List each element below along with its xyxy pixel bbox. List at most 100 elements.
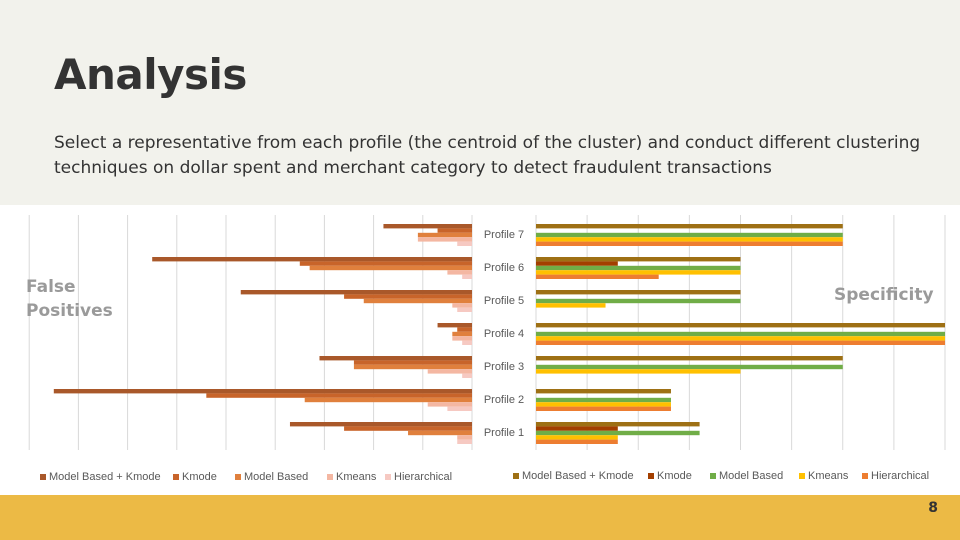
spec-bar [536, 439, 618, 444]
fp-bar [452, 303, 472, 308]
fp-legend-swatch [40, 474, 46, 480]
fp-bar [457, 439, 472, 444]
fp-bar [319, 356, 472, 361]
fp-legend-swatch [173, 474, 179, 480]
spec-legend-swatch [513, 473, 519, 479]
fp-bar [206, 393, 472, 398]
fp-bar [152, 257, 472, 262]
fp-bar [427, 369, 472, 374]
spec-bar [536, 356, 843, 361]
spec-bar [536, 224, 843, 229]
fp-bar [383, 224, 472, 229]
spec-bar [536, 241, 843, 246]
fp-bar [304, 397, 472, 403]
fp-bar [309, 265, 472, 271]
spec-bar [536, 364, 843, 370]
spec-legend-swatch [862, 473, 868, 479]
spec-legend-swatch [799, 473, 805, 479]
fp-bar [427, 402, 472, 407]
fp-bar [462, 340, 472, 345]
fp-bar [457, 241, 472, 246]
fp-legend-label: Model Based + Kmode [49, 471, 161, 483]
spec-bar [536, 340, 945, 345]
fp-bar [452, 331, 472, 337]
spec-legend-label: Hierarchical [871, 470, 929, 482]
spec-bar [536, 422, 700, 427]
spec-legend-label: Model Based [719, 470, 783, 482]
page-number: 8 [928, 500, 938, 516]
profile-label: Profile 2 [484, 394, 524, 406]
fp-legend-label: Kmeans [336, 471, 377, 483]
false-positives-label: False Positives [26, 277, 113, 321]
profile-label: Profile 3 [484, 361, 524, 373]
spec-legend-label: Kmode [657, 470, 692, 482]
fp-bar [417, 232, 472, 238]
spec-bar [536, 331, 945, 337]
fp-legend-swatch [235, 474, 241, 480]
spec-panel [486, 205, 960, 495]
spec-bar [536, 232, 843, 238]
header-band [0, 0, 960, 205]
spec-bar [536, 265, 741, 271]
profile-label: Profile 1 [484, 427, 524, 439]
fp-bar [240, 290, 472, 295]
fp-bar [457, 307, 472, 312]
fp-panel [0, 205, 480, 495]
spec-bar [536, 257, 741, 262]
fp-bar [462, 373, 472, 378]
spec-legend-swatch [710, 473, 716, 479]
spec-bar [536, 298, 741, 304]
fp-bar [437, 228, 472, 233]
fp-bar [447, 406, 472, 411]
spec-bar [536, 303, 606, 308]
spec-bar [536, 426, 618, 431]
specificity-label: Specificity [834, 285, 934, 305]
fp-bar [299, 261, 472, 266]
profile-label: Profile 5 [484, 295, 524, 307]
spec-bar [536, 237, 843, 242]
fp-bar [363, 298, 472, 304]
fp-legend-label: Hierarchical [394, 471, 452, 483]
fp-bar [457, 435, 472, 440]
fp-bar [417, 237, 472, 242]
slide-title: Analysis [54, 50, 247, 99]
spec-bar [536, 435, 618, 440]
fp-legend-label: Kmode [182, 471, 217, 483]
spec-bar [536, 402, 671, 407]
spec-legend-label: Kmeans [808, 470, 849, 482]
fp-legend-swatch [327, 474, 333, 480]
fp-legend-label: Model Based [244, 471, 308, 483]
spec-bar [536, 406, 671, 411]
spec-bar [536, 430, 700, 436]
spec-bar [536, 274, 659, 279]
fp-bar [462, 274, 472, 279]
spec-bar [536, 270, 741, 275]
fp-bar [289, 422, 472, 427]
fp-bar [353, 360, 472, 365]
fp-bar [437, 323, 472, 328]
spec-bar [536, 323, 945, 328]
spec-bar [536, 336, 945, 341]
fp-legend-swatch [385, 474, 391, 480]
fp-bar [452, 336, 472, 341]
fp-bar [353, 364, 472, 370]
fp-bar [344, 294, 472, 299]
profile-label: Profile 4 [484, 328, 524, 340]
footer-band [0, 495, 960, 540]
slide-subtitle: Select a representative from each profil… [54, 133, 921, 178]
spec-bar [536, 389, 671, 394]
spec-bar [536, 290, 741, 295]
fp-bar [408, 430, 472, 436]
profile-label: Profile 6 [484, 262, 524, 274]
fp-bar [344, 426, 472, 431]
spec-bar [536, 261, 618, 266]
fp-bar [457, 327, 472, 332]
spec-legend-label: Model Based + Kmode [522, 470, 634, 482]
spec-legend-swatch [648, 473, 654, 479]
profile-label: Profile 7 [484, 229, 524, 241]
spec-bar [536, 369, 741, 374]
fp-bar [447, 270, 472, 275]
fp-bar [53, 389, 473, 394]
profile-comparison-chart: Profile 1 Profile 2 Profile 3 Profile 4 Prof… [0, 205, 960, 495]
spec-bar [536, 397, 671, 403]
